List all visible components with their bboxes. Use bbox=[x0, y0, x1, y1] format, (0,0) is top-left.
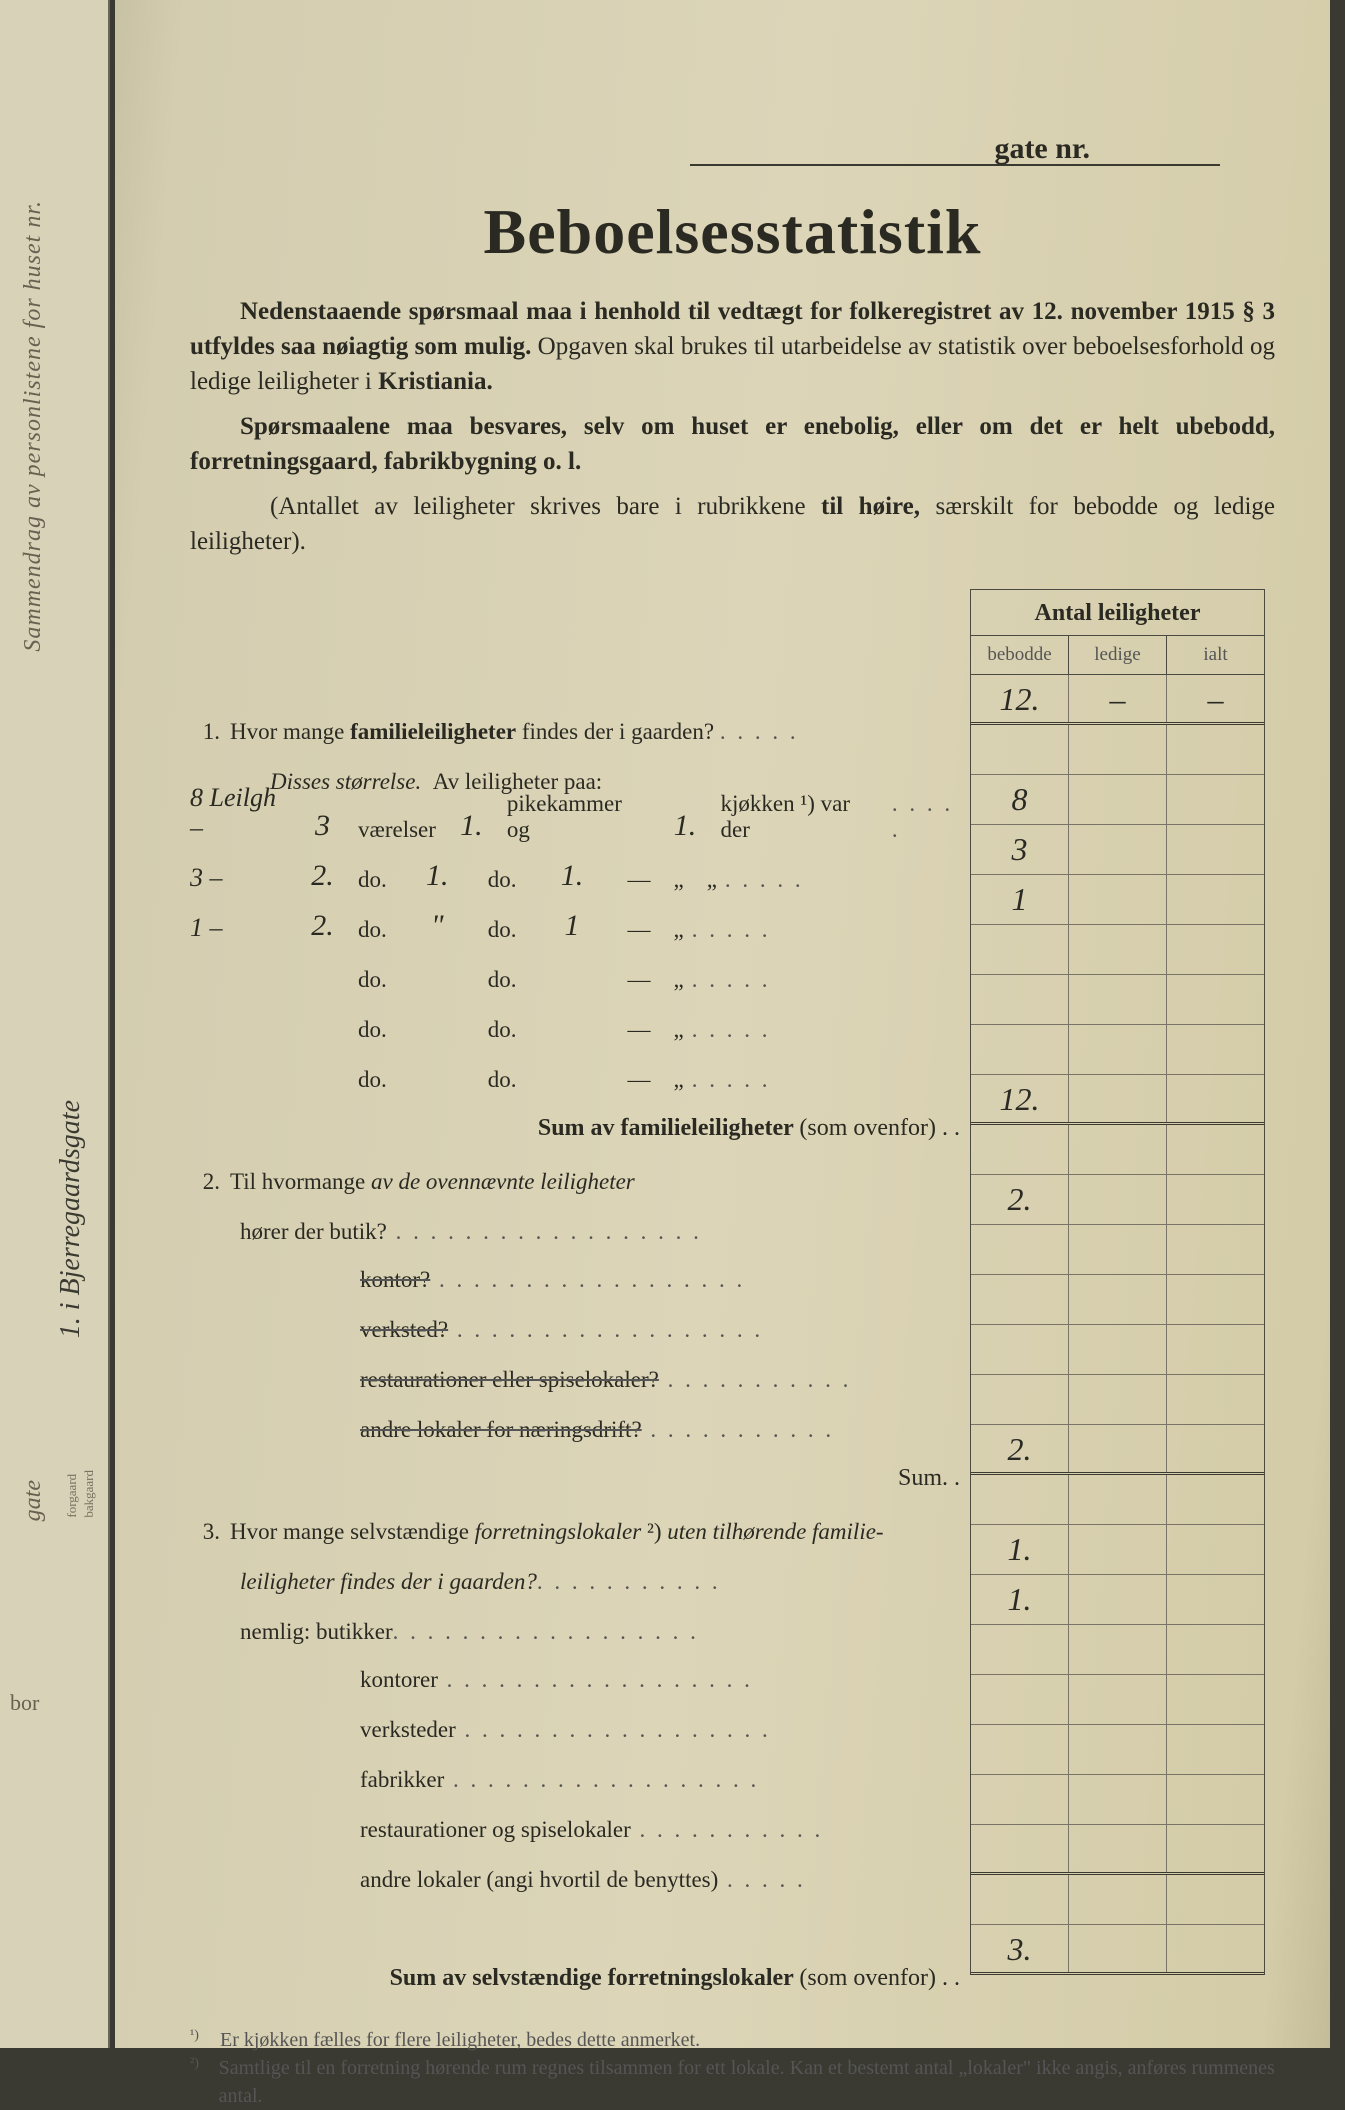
q3-item: kontorer bbox=[190, 1651, 970, 1701]
grid-rows: 12. – – 8 3 1 12. 2. bbox=[970, 675, 1265, 1975]
size-row: do. do. — „ bbox=[190, 951, 970, 1001]
q3-block: 3. Hvor mange selvstændige forretningslo… bbox=[190, 1501, 970, 2001]
q3-item: andre lokaler (angi hvortil de benyttes) bbox=[190, 1851, 970, 1901]
form-area: Antal leiligheter bebodde ledige ialt 12… bbox=[190, 589, 1275, 2001]
q3-item: restaurationer og spiselokaler bbox=[190, 1801, 970, 1851]
vertical-forgaard-bakgaard: forgaardbakgaard bbox=[64, 1470, 98, 1518]
col-ialt: ialt bbox=[1166, 636, 1264, 674]
col-ledige: ledige bbox=[1068, 636, 1166, 674]
antal-header: Antal leiligheter bbox=[970, 589, 1265, 635]
q2-block: 2. Til hvormange av de ovennævnte leilig… bbox=[190, 1151, 970, 1501]
q2-sum-label: Sum. . bbox=[190, 1451, 970, 1501]
q3-sum-label: Sum av selvstændige forretningslokaler (… bbox=[190, 1951, 970, 2001]
vertical-gate-label: gate bbox=[20, 1480, 47, 1521]
q3-item: verksteder bbox=[190, 1701, 970, 1751]
q1-sum-label: Sum av familieleiligheter (som ovenfor) … bbox=[190, 1101, 970, 1151]
q1-total-row: 12. – – bbox=[971, 675, 1264, 725]
q1-sum-row: 12. bbox=[971, 1075, 1264, 1125]
bor-label: bor bbox=[10, 1690, 39, 1716]
vertical-caption: Sammendrag av personlistene for huset nr… bbox=[20, 200, 47, 652]
q1-line: 1. Hvor mange familieleiligheter findes … bbox=[190, 701, 970, 751]
cell: 12. bbox=[971, 675, 1068, 722]
q3-row bbox=[971, 1675, 1264, 1725]
spacer bbox=[971, 1125, 1264, 1175]
q3-row: 1. bbox=[971, 1525, 1264, 1575]
question-text-column: 1. Hvor mange familieleiligheter findes … bbox=[190, 589, 970, 2001]
antal-subheader: bebodde ledige ialt bbox=[970, 635, 1265, 675]
page-title: Beboelsesstatistik bbox=[190, 195, 1275, 269]
footnotes: ¹)Er kjøkken fælles for flere leilighete… bbox=[190, 2026, 1275, 2110]
q2-row bbox=[971, 1275, 1264, 1325]
q1-row bbox=[971, 925, 1264, 975]
gate-nr-field: gate nr. bbox=[690, 132, 1220, 166]
q3-row bbox=[971, 1625, 1264, 1675]
q3-item: nemlig: butikker bbox=[190, 1601, 970, 1651]
intro-p2: Spørsmaalene maa besvares, selv om huset… bbox=[190, 409, 1275, 479]
size-row: do. do. — „ bbox=[190, 1051, 970, 1101]
document-page: gate nr. Beboelsesstatistik Nedenstaaend… bbox=[115, 0, 1330, 2048]
size-row: 1 – 2.do. "do. 1— „ bbox=[190, 901, 970, 951]
q2-item: restaurationer eller spiselokaler? bbox=[190, 1351, 970, 1401]
col-bebodde: bebodde bbox=[971, 636, 1068, 674]
spacer bbox=[971, 1475, 1264, 1525]
q3-row bbox=[971, 1725, 1264, 1775]
left-margin-strip: Sammendrag av personlistene for huset nr… bbox=[0, 0, 110, 2048]
spacer bbox=[971, 1875, 1264, 1925]
q2-row bbox=[971, 1375, 1264, 1425]
q2-sum-row: 2. bbox=[971, 1425, 1264, 1475]
q2-item: andre lokaler for næringsdrift? bbox=[190, 1401, 970, 1451]
vertical-street-fill: 1. i Bjerregaardsgate bbox=[55, 1100, 87, 1338]
q1-row: 3 bbox=[971, 825, 1264, 875]
q3-item: fabrikker bbox=[190, 1751, 970, 1801]
size-row: 8 Leilgh – 3værelser 1.pikekammer og 1.k… bbox=[190, 801, 970, 851]
q3-row bbox=[971, 1825, 1264, 1875]
intro-p1: Nedenstaaende spørsmaal maa i henhold ti… bbox=[190, 294, 1275, 399]
cell: – bbox=[1068, 675, 1166, 722]
q2-item: verksted? bbox=[190, 1301, 970, 1351]
size-row: 3 – 2.do. 1.do. 1.— „ „ bbox=[190, 851, 970, 901]
intro-p3: (Antallet av leiligheter skrives bare i … bbox=[190, 489, 1275, 559]
spacer bbox=[971, 725, 1264, 775]
q1-disses: Disses størrelse. Av leiligheter paa: bbox=[190, 751, 970, 801]
q1-row: 8 bbox=[971, 775, 1264, 825]
cell: – bbox=[1166, 675, 1264, 722]
q2-row bbox=[971, 1225, 1264, 1275]
q2-row: 2. bbox=[971, 1175, 1264, 1225]
q1-row bbox=[971, 1025, 1264, 1075]
q3-row: 1. bbox=[971, 1575, 1264, 1625]
q2-row bbox=[971, 1325, 1264, 1375]
q1-row bbox=[971, 975, 1264, 1025]
size-row: do. do. — „ bbox=[190, 1001, 970, 1051]
antal-leiligheter-box: Antal leiligheter bebodde ledige ialt 12… bbox=[970, 589, 1265, 1975]
gate-nr-label: gate nr. bbox=[994, 132, 1090, 165]
q1-row: 1 bbox=[971, 875, 1264, 925]
q2-item: kontor? bbox=[190, 1251, 970, 1301]
q3-sum-row: 3. bbox=[971, 1925, 1264, 1975]
q3-row bbox=[971, 1775, 1264, 1825]
